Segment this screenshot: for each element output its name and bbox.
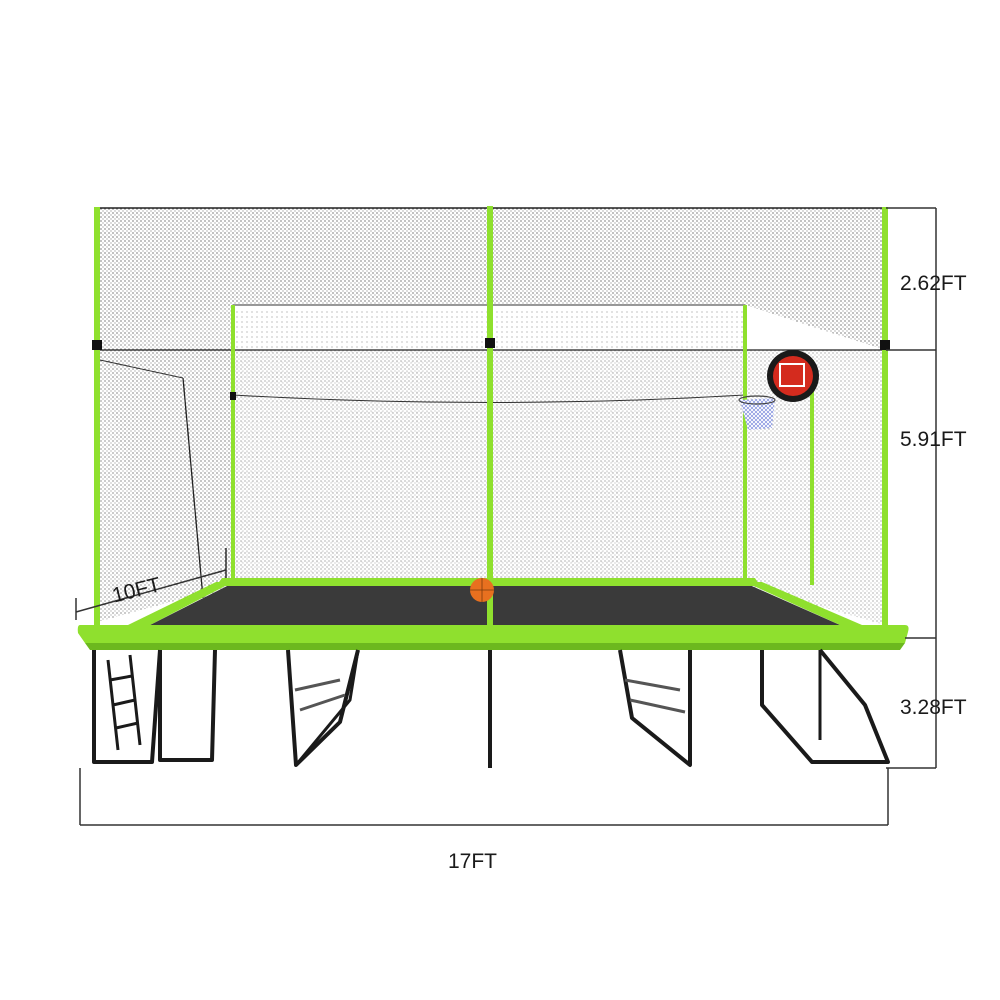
leg-right (760, 648, 890, 764)
pole-front-center (487, 206, 493, 626)
pole-back-right (743, 305, 747, 585)
trampoline-bed (77, 578, 909, 650)
frame-height-label: 3.28FT (900, 696, 967, 719)
pole-side-right (810, 360, 814, 585)
dimension-lines (75, 207, 937, 826)
length-dimension-line (79, 768, 889, 826)
net-front-right (490, 350, 885, 625)
frame-pad-left (128, 582, 233, 625)
pole-front-right (882, 207, 888, 627)
frame-pad-front (77, 625, 909, 643)
hoop-net (740, 398, 775, 430)
jumping-mat (150, 583, 840, 625)
leg-center-left (286, 649, 360, 767)
net-front-left (97, 350, 490, 600)
pole-front-left (94, 207, 100, 627)
leg-left (92, 649, 162, 764)
height-dimension-line (886, 207, 937, 769)
net-top-height-label: 2.62FT (900, 272, 967, 295)
net-height-label: 5.91FT (900, 428, 967, 451)
trampoline-legs (92, 648, 890, 768)
pole-back-left (231, 305, 235, 585)
length-label: 17FT (448, 850, 497, 873)
width-dimension-line (75, 548, 227, 620)
basketball-hoop (738, 350, 819, 430)
leg-center-right (618, 649, 692, 767)
frame-pad-right (745, 582, 862, 625)
ladder (106, 654, 142, 751)
basketball (470, 578, 494, 602)
enclosure-poles (92, 206, 890, 627)
